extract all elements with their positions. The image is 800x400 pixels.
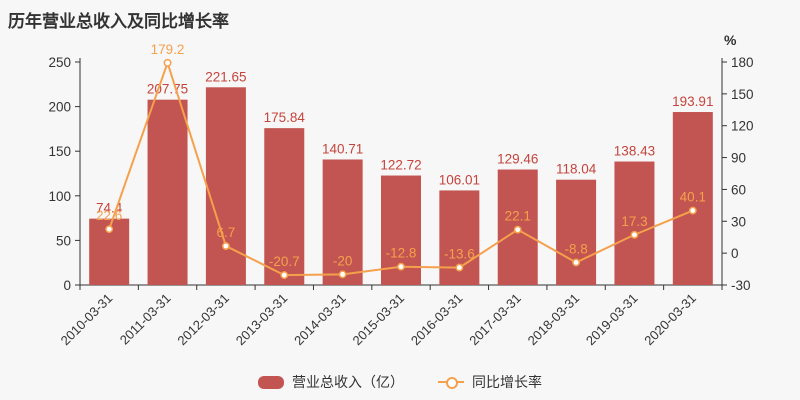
line-value-label: 17.3 — [621, 214, 647, 229]
line-value-label: -20.7 — [269, 254, 300, 269]
right-axis-tick-label: 60 — [731, 182, 746, 197]
bar-value-label: 138.43 — [614, 144, 655, 159]
line-value-label: 6.7 — [217, 225, 236, 240]
line-marker[interactable] — [105, 225, 114, 234]
bar-value-label: 193.91 — [672, 94, 713, 109]
right-axis-tick-label: -30 — [731, 278, 751, 293]
bar[interactable] — [614, 161, 655, 285]
bar[interactable] — [672, 112, 713, 285]
bar[interactable] — [556, 179, 597, 285]
legend-label-revenue: 营业总收入（亿） — [292, 374, 404, 390]
right-axis-tick-label: 150 — [731, 87, 754, 102]
bar-value-label: 221.65 — [205, 69, 246, 84]
left-axis-tick-label: 50 — [56, 233, 71, 248]
legend: 营业总收入（亿） 同比增长率 — [0, 372, 800, 392]
left-axis-tick-label: 250 — [48, 55, 71, 70]
line-marker[interactable] — [630, 230, 639, 239]
line-marker[interactable] — [688, 206, 697, 215]
x-axis-category-label: 2013-03-31 — [233, 291, 291, 349]
chart-title: 历年营业总收入及同比增长率 — [8, 12, 229, 31]
line-marker[interactable] — [163, 58, 172, 67]
legend-item-revenue[interactable]: 营业总收入（亿） — [258, 372, 404, 392]
bar[interactable] — [264, 128, 305, 285]
x-axis-category-label: 2015-03-31 — [349, 291, 407, 349]
bar-swatch-icon — [258, 375, 284, 389]
line-marker[interactable] — [221, 242, 230, 250]
bar[interactable] — [205, 87, 246, 285]
line-swatch-marker-icon — [446, 377, 458, 389]
left-axis-tick-label: 200 — [48, 100, 71, 115]
bar-value-label: 129.46 — [497, 152, 538, 167]
line-value-label: 179.2 — [151, 42, 185, 57]
left-axis-tick-label: 0 — [63, 278, 71, 293]
x-axis-category-label: 2016-03-31 — [408, 291, 466, 349]
x-axis-category-label: 2010-03-31 — [58, 291, 116, 349]
x-axis-category-label: 2020-03-31 — [641, 291, 699, 349]
right-axis-tick-label: 180 — [731, 55, 754, 70]
line-marker[interactable] — [513, 225, 522, 234]
x-axis-category-label: 2018-03-31 — [525, 291, 583, 349]
x-axis-category-label: 2014-03-31 — [291, 291, 349, 349]
line-value-label: -8.8 — [564, 241, 587, 256]
x-axis-category-label: 2012-03-31 — [174, 291, 232, 349]
x-axis-category-label: 2017-03-31 — [466, 291, 524, 349]
line-value-label: 22.6 — [96, 208, 122, 223]
line-value-label: -20 — [333, 253, 353, 268]
right-axis-tick-label: 120 — [731, 119, 754, 134]
bar-value-label: 140.71 — [322, 141, 363, 156]
bar-value-label: 118.04 — [556, 162, 597, 177]
line-value-label: -12.8 — [386, 246, 417, 261]
bar-value-label: 207.75 — [147, 82, 188, 97]
line-marker[interactable] — [280, 271, 289, 280]
line-marker[interactable] — [572, 258, 581, 267]
line-value-label: 22.1 — [505, 209, 531, 224]
left-axis-tick-label: 150 — [48, 144, 71, 159]
legend-item-growth[interactable]: 同比增长率 — [438, 372, 542, 392]
left-axis-tick-label: 100 — [48, 189, 71, 204]
legend-label-growth: 同比增长率 — [472, 374, 542, 390]
x-axis-category-label: 2019-03-31 — [583, 291, 641, 349]
right-axis-tick-label: 0 — [731, 246, 739, 261]
line-marker[interactable] — [338, 270, 347, 279]
bar-value-label: 122.72 — [380, 158, 421, 173]
right-axis-tick-label: 90 — [731, 151, 746, 166]
bar[interactable] — [322, 159, 363, 285]
line-marker[interactable] — [455, 263, 464, 272]
bar-value-label: 106.01 — [439, 172, 480, 187]
right-axis-tick-label: 30 — [731, 214, 746, 229]
right-axis-unit-label: % — [724, 32, 737, 48]
bar-value-label: 175.84 — [264, 110, 306, 125]
x-axis-category-label: 2011-03-31 — [117, 291, 174, 348]
line-value-label: 40.1 — [680, 190, 706, 205]
line-marker[interactable] — [397, 262, 405, 271]
line-swatch-icon — [438, 376, 464, 389]
line-value-label: -13.6 — [444, 247, 475, 262]
bar[interactable] — [147, 99, 188, 285]
